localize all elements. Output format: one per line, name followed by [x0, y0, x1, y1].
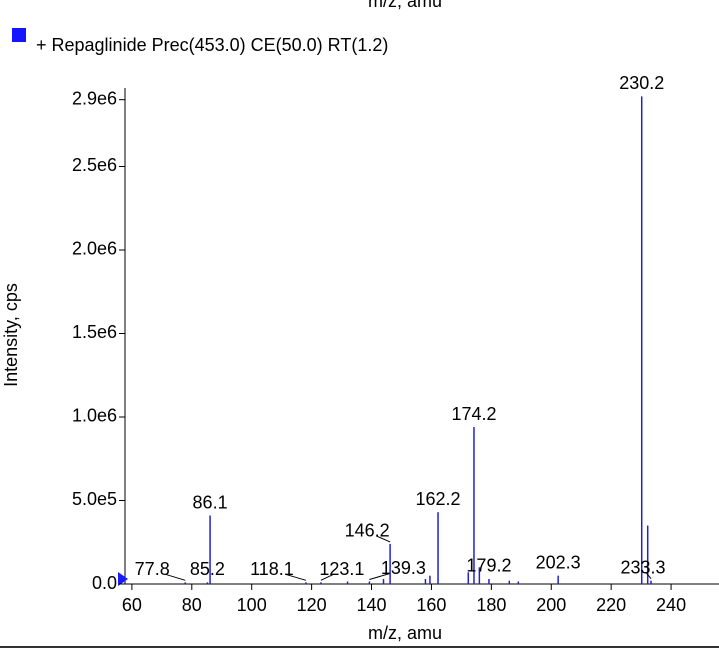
y-tick-label: 0.0	[92, 573, 117, 593]
x-tick-label: 180	[476, 595, 506, 615]
x-tick-label: 80	[182, 595, 202, 615]
peak-label: 233.3	[620, 557, 665, 577]
y-tick-label: 2.0e6	[72, 239, 117, 259]
peak-label: 230.2	[619, 73, 664, 93]
axis-marker	[118, 572, 128, 586]
x-tick-label: 60	[122, 595, 142, 615]
peak-label: 123.1	[319, 559, 364, 579]
leader-line	[369, 573, 390, 580]
leader-line	[320, 573, 334, 581]
legend-swatch	[12, 28, 26, 42]
y-tick-label: 1.5e6	[72, 322, 117, 342]
x-tick-label: 200	[536, 595, 566, 615]
x-tick-label: 120	[297, 595, 327, 615]
y-tick-label: 5.0e5	[72, 489, 117, 509]
peak-label: 139.3	[381, 558, 426, 578]
x-tick-label: 140	[357, 595, 387, 615]
y-tick-label: 1.0e6	[72, 406, 117, 426]
x-tick-label: 100	[237, 595, 267, 615]
legend-label: + Repaglinide Prec(453.0) CE(50.0) RT(1.…	[36, 35, 388, 55]
leader-line	[376, 535, 391, 543]
leader-line	[165, 573, 186, 581]
peak-label: 85.2	[190, 559, 225, 579]
peak-label: 146.2	[345, 521, 390, 541]
x-tick-label: 160	[416, 595, 446, 615]
x-axis-title: m/z, amu	[368, 623, 442, 643]
peak-label: 118.1	[250, 559, 294, 579]
peak-label: 77.8	[135, 559, 170, 579]
x-tick-label: 220	[596, 595, 626, 615]
cropped-header: m/z, amu	[368, 0, 442, 11]
peak-label: 162.2	[416, 489, 461, 509]
peak-label: 179.2	[466, 556, 511, 576]
peak-label: 86.1	[193, 492, 228, 512]
peak-label: 174.2	[451, 404, 496, 424]
x-tick-label: 240	[656, 595, 686, 615]
y-axis-title: Intensity, cps	[1, 283, 21, 387]
peak-label: 202.3	[536, 552, 581, 572]
leader-line	[645, 572, 652, 579]
y-tick-label: 2.9e6	[72, 88, 117, 108]
leader-line	[285, 573, 307, 581]
y-tick-label: 2.5e6	[72, 155, 117, 175]
